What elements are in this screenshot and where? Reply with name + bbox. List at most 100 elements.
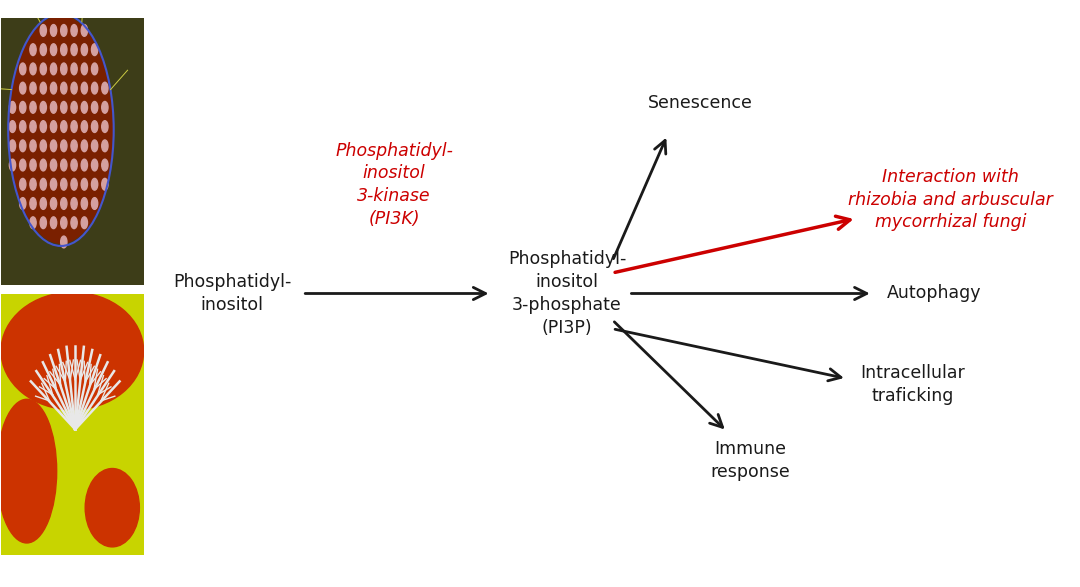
Circle shape: [10, 102, 15, 113]
Circle shape: [30, 63, 36, 75]
Circle shape: [51, 140, 56, 151]
Circle shape: [102, 159, 108, 171]
Text: Intracellular
traficking: Intracellular traficking: [861, 364, 964, 405]
Circle shape: [60, 178, 67, 190]
Circle shape: [60, 25, 67, 36]
Circle shape: [102, 178, 108, 190]
Circle shape: [51, 159, 56, 171]
Circle shape: [19, 140, 26, 151]
Circle shape: [40, 25, 46, 36]
Text: Phosphatidyl-
inositol
3-kinase
(PI3K): Phosphatidyl- inositol 3-kinase (PI3K): [335, 141, 454, 228]
Circle shape: [40, 44, 46, 56]
Circle shape: [51, 63, 56, 75]
Circle shape: [81, 159, 87, 171]
Circle shape: [30, 121, 36, 133]
Circle shape: [81, 44, 87, 56]
Circle shape: [71, 44, 77, 56]
Circle shape: [19, 198, 26, 210]
Circle shape: [19, 159, 26, 171]
Ellipse shape: [1, 292, 144, 410]
Circle shape: [10, 140, 15, 151]
Circle shape: [40, 198, 46, 210]
Circle shape: [10, 121, 15, 133]
Circle shape: [19, 63, 26, 75]
Circle shape: [60, 102, 67, 113]
Circle shape: [71, 198, 77, 210]
Circle shape: [30, 159, 36, 171]
Circle shape: [60, 44, 67, 56]
Circle shape: [60, 63, 67, 75]
Circle shape: [51, 44, 56, 56]
Circle shape: [60, 121, 67, 133]
Circle shape: [60, 198, 67, 210]
Circle shape: [30, 178, 36, 190]
Circle shape: [92, 102, 97, 113]
Circle shape: [30, 102, 36, 113]
Circle shape: [81, 102, 87, 113]
Circle shape: [81, 63, 87, 75]
Circle shape: [81, 217, 87, 228]
Circle shape: [92, 63, 97, 75]
Circle shape: [60, 140, 67, 151]
Circle shape: [30, 198, 36, 210]
Text: Senescence: Senescence: [647, 94, 753, 112]
Circle shape: [71, 217, 77, 228]
Circle shape: [92, 159, 97, 171]
Circle shape: [81, 140, 87, 151]
Circle shape: [71, 82, 77, 94]
Circle shape: [71, 178, 77, 190]
Circle shape: [30, 82, 36, 94]
Circle shape: [40, 121, 46, 133]
Circle shape: [81, 178, 87, 190]
Circle shape: [60, 236, 67, 248]
Circle shape: [19, 102, 26, 113]
Circle shape: [19, 178, 26, 190]
Circle shape: [30, 217, 36, 228]
Circle shape: [19, 82, 26, 94]
Circle shape: [51, 217, 56, 228]
Circle shape: [71, 63, 77, 75]
Circle shape: [51, 198, 56, 210]
Circle shape: [51, 25, 56, 36]
Circle shape: [51, 82, 56, 94]
Circle shape: [92, 178, 97, 190]
Circle shape: [81, 121, 87, 133]
Circle shape: [81, 25, 87, 36]
Circle shape: [40, 82, 46, 94]
Text: Phosphatidyl-
inositol
3-phosphate
(PI3P): Phosphatidyl- inositol 3-phosphate (PI3P…: [508, 250, 626, 337]
Circle shape: [40, 159, 46, 171]
Circle shape: [30, 44, 36, 56]
Circle shape: [71, 102, 77, 113]
Circle shape: [40, 178, 46, 190]
Circle shape: [51, 178, 56, 190]
Circle shape: [60, 159, 67, 171]
Circle shape: [102, 102, 108, 113]
Ellipse shape: [85, 468, 139, 547]
Text: Phosphatidyl-
inositol: Phosphatidyl- inositol: [173, 273, 292, 314]
Text: a: a: [9, 21, 23, 41]
Circle shape: [60, 217, 67, 228]
Circle shape: [71, 159, 77, 171]
Circle shape: [19, 121, 26, 133]
Circle shape: [71, 140, 77, 151]
Circle shape: [92, 82, 97, 94]
Circle shape: [102, 140, 108, 151]
Ellipse shape: [10, 16, 112, 243]
Circle shape: [40, 63, 46, 75]
Circle shape: [71, 121, 77, 133]
Circle shape: [40, 217, 46, 228]
Circle shape: [92, 121, 97, 133]
Text: Autophagy: Autophagy: [887, 285, 982, 302]
Circle shape: [102, 82, 108, 94]
Circle shape: [30, 140, 36, 151]
Circle shape: [10, 159, 15, 171]
Circle shape: [102, 121, 108, 133]
Text: Immune
response: Immune response: [711, 440, 791, 481]
Circle shape: [81, 198, 87, 210]
Ellipse shape: [0, 399, 56, 543]
Circle shape: [40, 140, 46, 151]
Circle shape: [92, 140, 97, 151]
Text: Interaction with
rhizobia and arbuscular
mycorrhizal fungi: Interaction with rhizobia and arbuscular…: [848, 168, 1053, 231]
Circle shape: [71, 25, 77, 36]
Circle shape: [51, 121, 56, 133]
